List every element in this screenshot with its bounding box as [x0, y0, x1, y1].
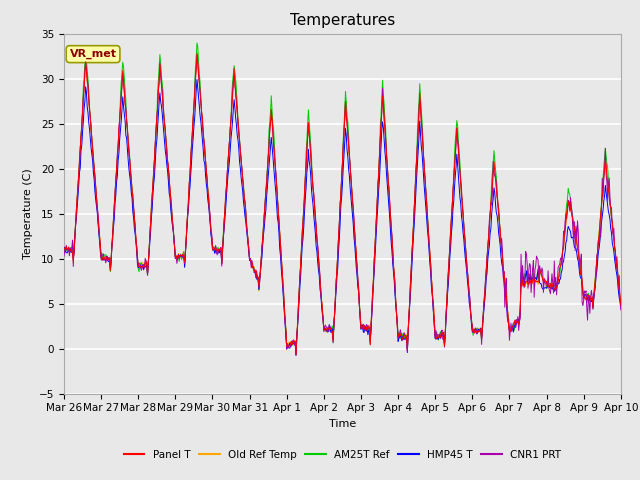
- Title: Temperatures: Temperatures: [290, 13, 395, 28]
- Text: VR_met: VR_met: [70, 49, 116, 59]
- Y-axis label: Temperature (C): Temperature (C): [23, 168, 33, 259]
- X-axis label: Time: Time: [329, 419, 356, 429]
- Legend: Panel T, Old Ref Temp, AM25T Ref, HMP45 T, CNR1 PRT: Panel T, Old Ref Temp, AM25T Ref, HMP45 …: [120, 445, 565, 464]
